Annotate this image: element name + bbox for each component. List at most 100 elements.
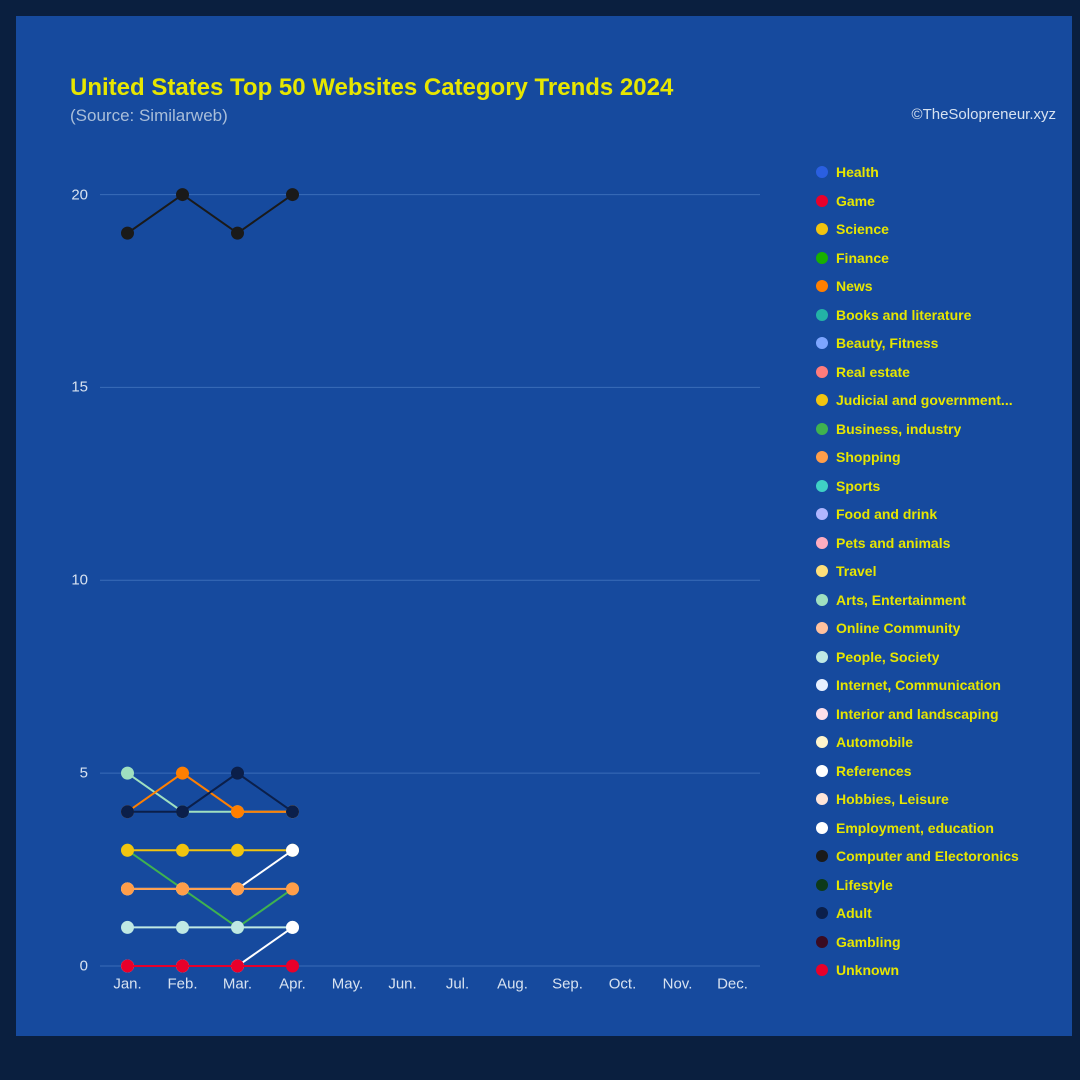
legend-label: Employment, education — [836, 820, 994, 836]
legend-item[interactable]: Business, industry — [816, 415, 1019, 444]
series-marker — [232, 227, 244, 239]
legend-swatch — [816, 223, 828, 235]
series-marker — [122, 844, 134, 856]
x-axis-tick: Aug. — [497, 976, 528, 993]
legend-item[interactable]: Game — [816, 187, 1019, 216]
legend-swatch — [816, 480, 828, 492]
legend-item[interactable]: Lifestyle — [816, 871, 1019, 900]
series-marker — [177, 189, 189, 201]
x-axis-tick: Oct. — [609, 976, 637, 993]
series-marker — [287, 844, 299, 856]
legend-label: Real estate — [836, 364, 910, 380]
legend-item[interactable]: Sports — [816, 472, 1019, 501]
legend-label: Arts, Entertainment — [836, 592, 966, 608]
series-line — [128, 927, 293, 966]
series-marker — [232, 960, 244, 972]
series-marker — [232, 806, 244, 818]
legend-label: Business, industry — [836, 421, 961, 437]
legend-label: News — [836, 278, 873, 294]
series-marker — [177, 960, 189, 972]
legend-swatch — [816, 508, 828, 520]
series-marker — [177, 921, 189, 933]
legend-label: Computer and Electoronics — [836, 848, 1019, 864]
legend-label: Sports — [836, 478, 880, 494]
legend-item[interactable]: Arts, Entertainment — [816, 586, 1019, 615]
legend-item[interactable]: Internet, Communication — [816, 671, 1019, 700]
legend-item[interactable]: Health — [816, 158, 1019, 187]
legend-label: Lifestyle — [836, 877, 893, 893]
legend-item[interactable]: Adult — [816, 899, 1019, 928]
page-outer: United States Top 50 Websites Category T… — [0, 0, 1080, 1080]
legend-swatch — [816, 166, 828, 178]
legend-label: Shopping — [836, 449, 901, 465]
legend-label: References — [836, 763, 912, 779]
legend-label: Books and literature — [836, 307, 971, 323]
legend-item[interactable]: Real estate — [816, 358, 1019, 387]
legend-swatch — [816, 651, 828, 663]
legend-swatch — [816, 423, 828, 435]
legend-label: Hobbies, Leisure — [836, 791, 949, 807]
legend-swatch — [816, 736, 828, 748]
x-axis-tick: Dec. — [717, 976, 748, 993]
legend-label: Internet, Communication — [836, 677, 1001, 693]
series-marker — [232, 883, 244, 895]
series-marker — [122, 227, 134, 239]
legend-item[interactable]: Online Community — [816, 614, 1019, 643]
legend-label: Travel — [836, 563, 876, 579]
legend-item[interactable]: Automobile — [816, 728, 1019, 757]
legend-item[interactable]: Computer and Electoronics — [816, 842, 1019, 871]
legend-label: Game — [836, 193, 875, 209]
series-line — [128, 773, 293, 812]
legend-item[interactable]: Hobbies, Leisure — [816, 785, 1019, 814]
legend-label: Health — [836, 164, 879, 180]
legend-item[interactable]: Food and drink — [816, 500, 1019, 529]
legend-item[interactable]: Finance — [816, 244, 1019, 273]
series-marker — [177, 767, 189, 779]
legend-item[interactable]: Gambling — [816, 928, 1019, 957]
x-axis-tick: Apr. — [279, 976, 306, 993]
legend-swatch — [816, 622, 828, 634]
y-axis-tick: 0 — [80, 958, 88, 975]
series-marker — [177, 883, 189, 895]
legend-swatch — [816, 451, 828, 463]
legend-item[interactable]: Pets and animals — [816, 529, 1019, 558]
x-axis-tick: Feb. — [167, 976, 197, 993]
legend-swatch — [816, 708, 828, 720]
legend-swatch — [816, 594, 828, 606]
series-marker — [177, 844, 189, 856]
legend-swatch — [816, 793, 828, 805]
chart-title: United States Top 50 Websites Category T… — [70, 74, 673, 102]
legend-item[interactable]: Interior and landscaping — [816, 700, 1019, 729]
legend-swatch — [816, 565, 828, 577]
legend-swatch — [816, 280, 828, 292]
x-axis-tick: Jan. — [113, 976, 141, 993]
legend-item[interactable]: News — [816, 272, 1019, 301]
legend-label: Interior and landscaping — [836, 706, 999, 722]
x-axis-tick: Jun. — [388, 976, 416, 993]
legend-item[interactable]: Science — [816, 215, 1019, 244]
legend-swatch — [816, 850, 828, 862]
legend-item[interactable]: Employment, education — [816, 814, 1019, 843]
series-marker — [287, 189, 299, 201]
legend-item[interactable]: Shopping — [816, 443, 1019, 472]
legend-label: Online Community — [836, 620, 960, 636]
legend-item[interactable]: Books and literature — [816, 301, 1019, 330]
legend-label: Finance — [836, 250, 889, 266]
legend-label: Automobile — [836, 734, 913, 750]
legend-item[interactable]: Travel — [816, 557, 1019, 586]
legend-item[interactable]: References — [816, 757, 1019, 786]
legend-swatch — [816, 679, 828, 691]
legend-item[interactable]: Unknown — [816, 956, 1019, 985]
series-marker — [177, 806, 189, 818]
legend-label: Judicial and government... — [836, 392, 1013, 408]
legend-item[interactable]: Judicial and government... — [816, 386, 1019, 415]
legend-swatch — [816, 822, 828, 834]
y-axis-tick: 10 — [71, 572, 88, 589]
series-marker — [232, 921, 244, 933]
legend-item[interactable]: People, Society — [816, 643, 1019, 672]
legend-item[interactable]: Beauty, Fitness — [816, 329, 1019, 358]
series-marker — [122, 767, 134, 779]
legend-swatch — [816, 309, 828, 321]
series-marker — [287, 806, 299, 818]
legend-swatch — [816, 879, 828, 891]
